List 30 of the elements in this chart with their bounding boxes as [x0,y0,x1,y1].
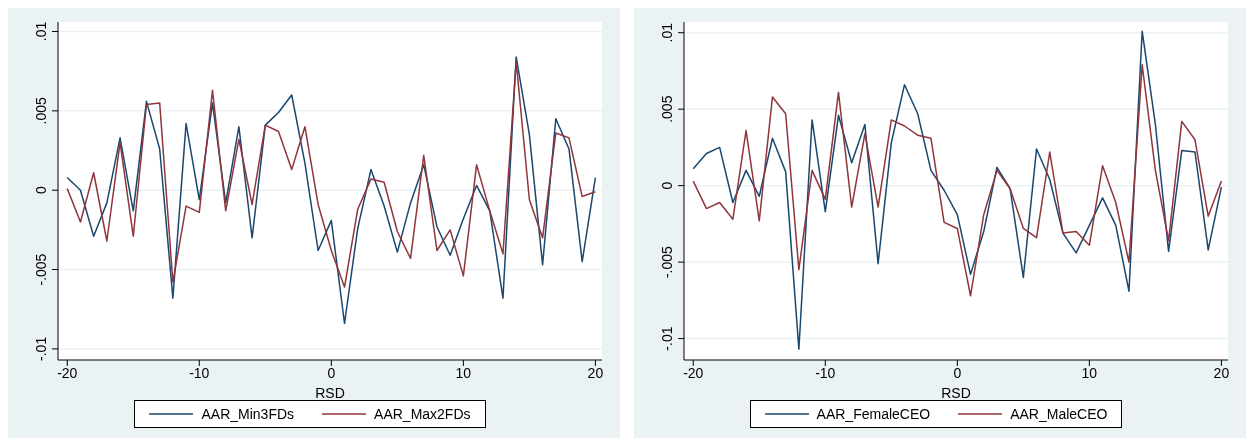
line-series [692,64,1223,297]
y-tick-label: -.01 [33,336,49,361]
x-tick-label: -20 [57,364,78,381]
y-tick-label: -.01 [659,326,675,351]
x-tick-label: 20 [1213,364,1230,381]
y-tick-label: 0 [659,181,675,190]
line-series [66,56,597,325]
y-tick-label: .01 [659,22,675,43]
legend-label: AAR_MaleCEO [1010,406,1108,422]
legend-label: AAR_FemaleCEO [816,406,931,422]
x-tick-label: 10 [1081,364,1098,381]
y-tick-label: .005 [33,97,49,125]
line-series [66,60,597,288]
legend-label: AAR_Max2FDs [374,406,471,422]
x-tick-label: 10 [455,364,472,381]
y-tick-label: 0 [33,186,49,195]
y-tick-label: .01 [33,21,49,42]
line-series [692,30,1223,351]
x-tick-label: -10 [189,364,210,381]
x-axis-title: RSD [315,385,345,401]
x-tick-label: -10 [815,364,836,381]
x-tick-label: 0 [953,364,962,381]
y-tick-label: -.005 [659,245,675,279]
legend-label: AAR_Min3FDs [201,406,295,422]
x-tick-label: -20 [683,364,704,381]
y-tick-label: .005 [659,95,675,123]
x-axis-title: RSD [941,385,971,401]
x-tick-label: 0 [327,364,336,381]
x-tick-label: 20 [587,364,604,381]
y-tick-label: -.005 [33,253,49,286]
